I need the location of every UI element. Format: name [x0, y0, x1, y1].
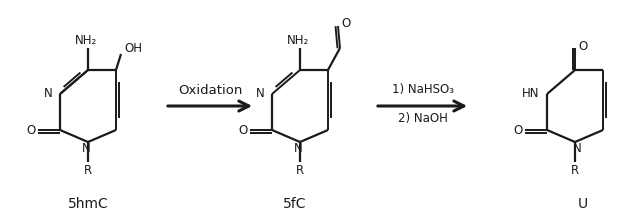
- Text: R: R: [571, 164, 579, 177]
- Text: R: R: [84, 164, 92, 177]
- Text: OH: OH: [124, 43, 142, 56]
- Text: N: N: [572, 143, 581, 155]
- Text: NH₂: NH₂: [287, 34, 309, 46]
- Text: O: O: [513, 124, 522, 136]
- Text: HN: HN: [522, 87, 539, 100]
- Text: N: N: [81, 143, 90, 155]
- Text: 2) NaOH: 2) NaOH: [397, 112, 447, 126]
- Text: O: O: [26, 124, 36, 136]
- Text: 1) NaHSO₃: 1) NaHSO₃: [392, 82, 453, 95]
- Text: O: O: [578, 39, 588, 53]
- Text: N: N: [256, 87, 265, 100]
- Text: 5fC: 5fC: [283, 197, 307, 211]
- Text: O: O: [342, 17, 351, 31]
- Text: N: N: [44, 87, 53, 100]
- Text: R: R: [296, 164, 304, 177]
- Text: N: N: [294, 143, 303, 155]
- Text: 5hmC: 5hmC: [67, 197, 108, 211]
- Text: Oxidation: Oxidation: [178, 85, 242, 97]
- Text: O: O: [238, 124, 247, 136]
- Text: U: U: [578, 197, 588, 211]
- Text: NH₂: NH₂: [75, 34, 97, 46]
